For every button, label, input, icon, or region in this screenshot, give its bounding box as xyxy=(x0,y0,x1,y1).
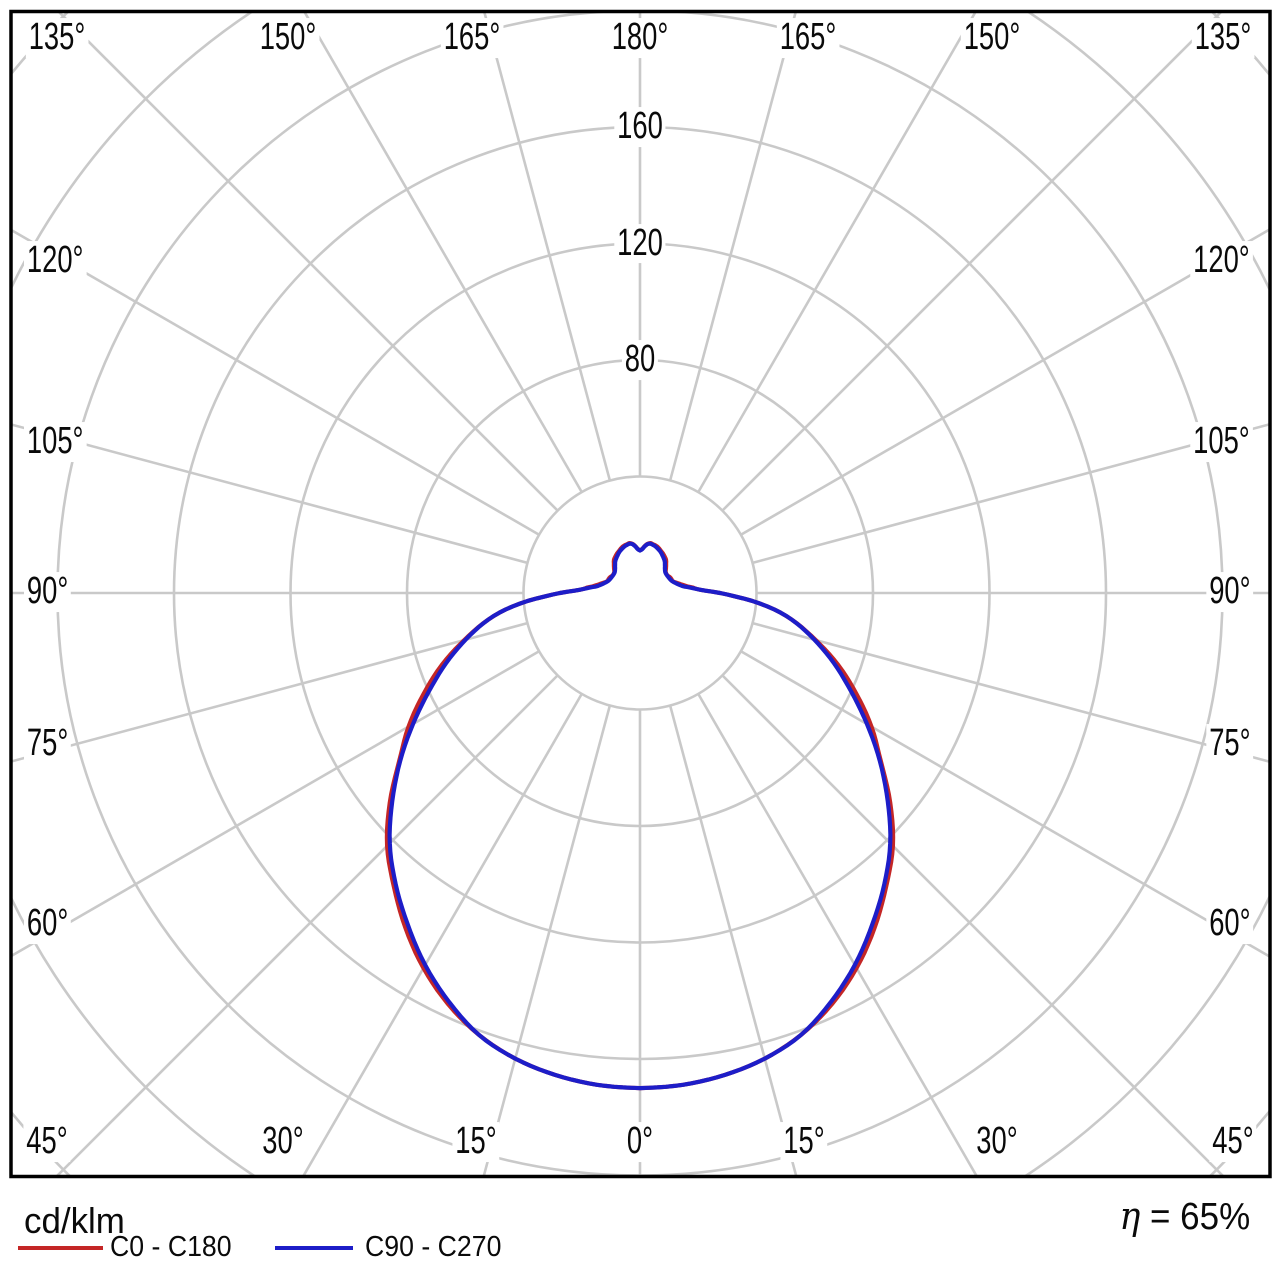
angle-label-bottom: 15° xyxy=(452,1121,500,1162)
grid-ray-150 xyxy=(697,11,978,493)
angle-label-top: 165° xyxy=(776,17,840,58)
angle-label-right: 90° xyxy=(1205,571,1253,612)
grid-ray-60 xyxy=(740,650,1270,959)
legend-swatch-c90-c270 xyxy=(275,1246,353,1250)
grid-ray-330 xyxy=(301,693,583,1177)
angle-label-bottom: 45° xyxy=(1209,1121,1257,1162)
grid-ray-45 xyxy=(721,674,1226,1177)
grid-ray-285 xyxy=(11,621,528,763)
radial-label-120: 120 xyxy=(614,223,666,264)
angle-label-left: 60° xyxy=(24,903,72,944)
grid-ray-300 xyxy=(11,650,540,958)
radial-label-160: 160 xyxy=(614,106,666,147)
grid-ray-345 xyxy=(482,705,612,1177)
angle-label-top: 150° xyxy=(256,17,320,58)
angle-label-left: 90° xyxy=(24,571,72,612)
legend-swatch-c0-c180 xyxy=(18,1246,103,1250)
grid-ray-165 xyxy=(668,11,798,481)
grid-ray-30 xyxy=(697,693,979,1177)
angle-label-right: 120° xyxy=(1190,240,1253,281)
angle-label-top: 135° xyxy=(25,17,89,58)
grid-ray-15 xyxy=(668,705,798,1177)
angle-label-bottom: 45° xyxy=(23,1121,71,1162)
grid-ray-210 xyxy=(302,11,583,493)
angle-label-bottom: 15° xyxy=(780,1121,828,1162)
angle-label-bottom: 0° xyxy=(624,1121,656,1162)
efficiency-label: η = 65% xyxy=(1119,1194,1250,1239)
legend-label-c0-c180: C0 - C180 xyxy=(110,1231,232,1263)
angle-label-left: 75° xyxy=(24,723,72,764)
angle-label-top: 135° xyxy=(1191,17,1255,58)
angle-label-right: 60° xyxy=(1205,903,1253,944)
radial-label-80: 80 xyxy=(621,339,659,380)
efficiency-value: = 65% xyxy=(1149,1196,1250,1238)
angle-label-top: 165° xyxy=(440,17,504,58)
angle-label-bottom: 30° xyxy=(259,1121,307,1162)
curve-c90-c270 xyxy=(387,541,893,1091)
angle-label-left: 120° xyxy=(24,240,87,281)
plot-frame xyxy=(9,9,1272,1179)
grid-ray-75 xyxy=(752,621,1270,764)
angle-label-left: 105° xyxy=(24,421,87,462)
angle-label-top: 150° xyxy=(960,17,1024,58)
angle-label-bottom: 30° xyxy=(973,1121,1021,1162)
angle-label-top: 180° xyxy=(608,17,672,58)
angle-label-right: 105° xyxy=(1190,421,1253,462)
eta-symbol: η xyxy=(1119,1194,1141,1238)
grid-ray-105 xyxy=(752,422,1270,565)
grid-ray-255 xyxy=(11,423,528,565)
legend-label-c90-c270: C90 - C270 xyxy=(365,1231,502,1263)
grid-ray-315 xyxy=(54,674,559,1177)
angle-label-right: 75° xyxy=(1205,723,1253,764)
grid-ray-195 xyxy=(482,11,612,481)
unit-label: cd/klm xyxy=(24,1200,125,1241)
grid-ray-240 xyxy=(11,228,540,536)
grid-ray-120 xyxy=(740,227,1270,536)
